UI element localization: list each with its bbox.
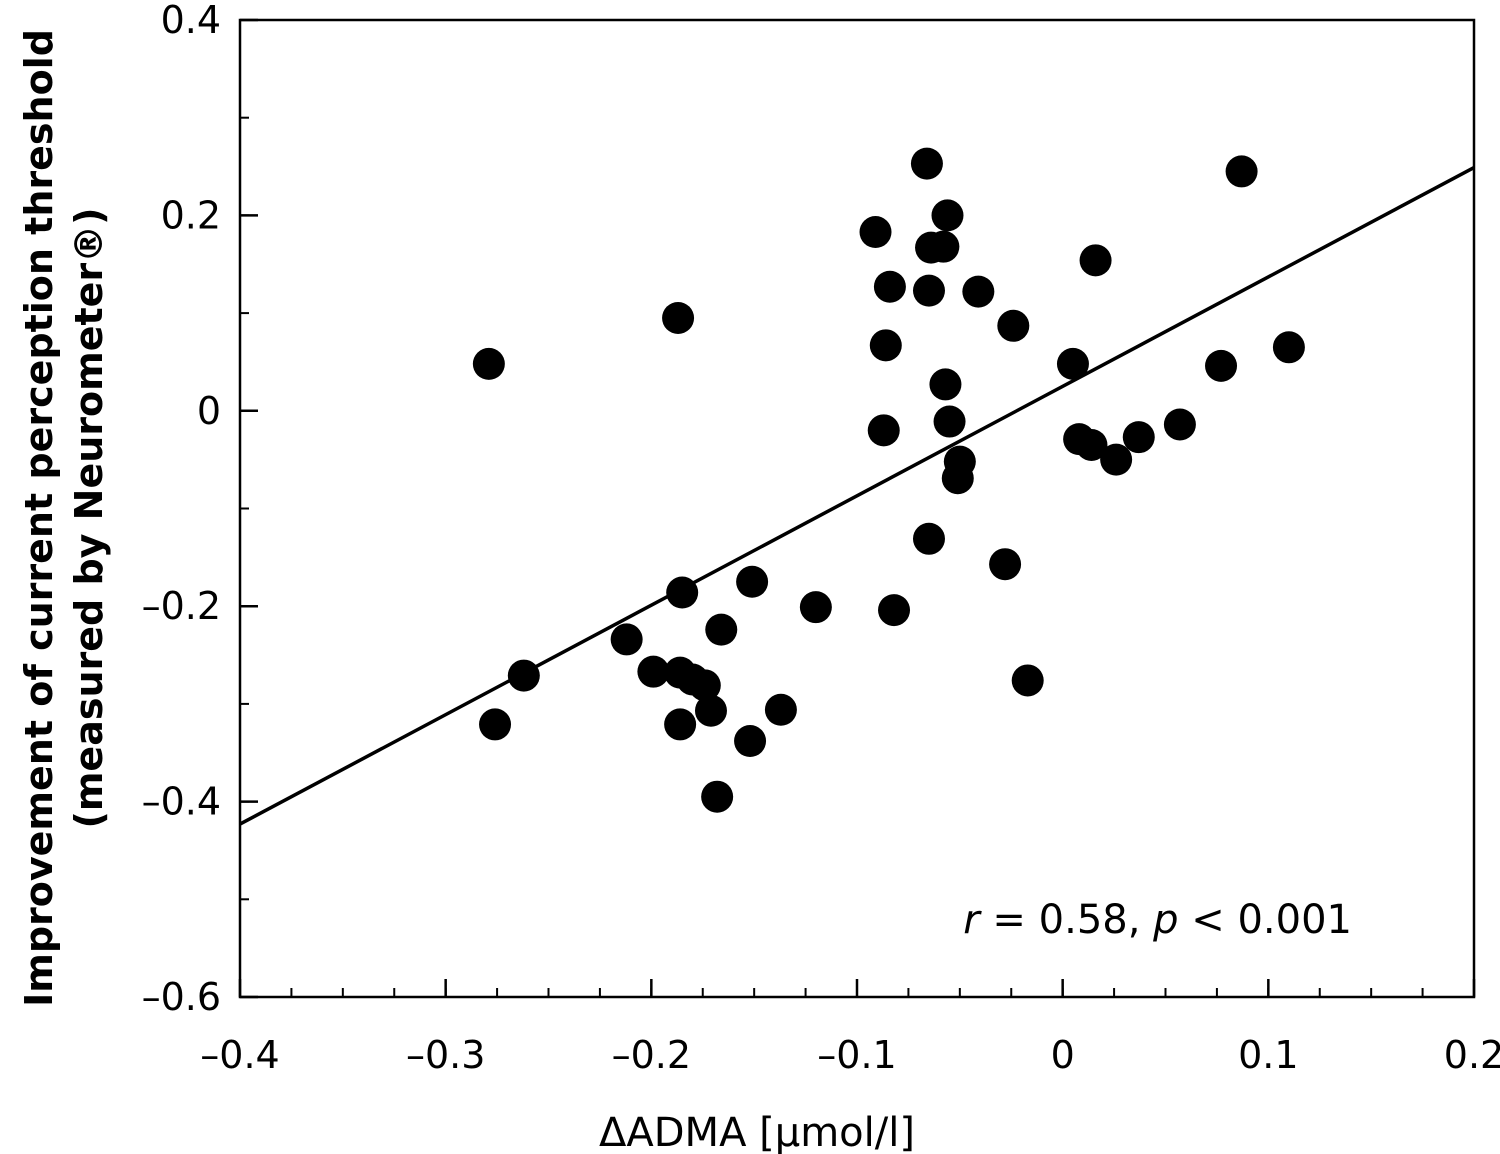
data-point [688, 669, 721, 702]
data-point [859, 216, 892, 249]
x-tick-label: –0.3 [406, 1033, 485, 1077]
major-ticks [238, 18, 1476, 999]
data-point [1163, 408, 1196, 441]
data-point [878, 594, 911, 627]
data-point [694, 694, 727, 727]
x-tick-label: 0.1 [1238, 1033, 1298, 1077]
y-tick-label: –0.2 [142, 584, 221, 628]
data-point [479, 708, 512, 741]
data-point [943, 445, 976, 478]
data-point [931, 199, 964, 232]
regression-line-group [239, 165, 1475, 826]
y-axis-title-line1: Improvement of current perception thresh… [17, 29, 61, 1007]
y-tick-label: –0.6 [142, 975, 221, 1019]
data-point [701, 780, 734, 813]
data-point [927, 230, 960, 263]
data-point [1056, 347, 1089, 380]
data-point [507, 659, 540, 692]
data-point [1122, 421, 1155, 454]
data-point [610, 623, 643, 656]
x-tick-label: –0.1 [817, 1033, 896, 1077]
data-point [1225, 155, 1258, 188]
data-point [799, 591, 832, 624]
regression-line [239, 165, 1475, 826]
p-value: < 0.001 [1179, 897, 1352, 943]
data-point [867, 414, 900, 447]
p-symbol: p [1152, 897, 1178, 943]
data-point [962, 275, 995, 308]
data-point [666, 576, 699, 609]
data-point [873, 270, 906, 303]
data-point [764, 693, 797, 726]
data-points [472, 147, 1305, 813]
data-point [933, 405, 966, 438]
y-tick-label: 0.2 [161, 193, 221, 237]
data-point [734, 725, 767, 758]
data-point [662, 301, 695, 334]
data-point [997, 309, 1030, 342]
data-point [912, 274, 945, 307]
data-point [1272, 331, 1305, 364]
data-point [664, 708, 697, 741]
r-symbol: r [963, 897, 982, 943]
y-tick-label: 0 [197, 389, 221, 433]
x-axis-title: ΔADMA [µmol/l] [599, 1110, 915, 1154]
data-point [912, 522, 945, 555]
data-point [1100, 443, 1133, 476]
data-point [869, 329, 902, 362]
data-point [1011, 664, 1044, 697]
correlation-annotation: r = 0.58, p < 0.001 [963, 897, 1352, 943]
data-point [929, 368, 962, 401]
minor-ticks [239, 19, 1475, 998]
data-point [910, 147, 943, 180]
x-tick-label: –0.4 [200, 1033, 279, 1077]
data-point [989, 548, 1022, 581]
data-point [472, 347, 505, 380]
tick-labels: –0.4 –0.3 –0.2 –0.1 0 0.1 0.2 –0.6 –0.4 –0.2 0 0.2 0… [142, 0, 1500, 1077]
x-tick-label: 0.2 [1444, 1033, 1500, 1077]
y-tick-label: –0.4 [142, 780, 221, 824]
x-tick-label: 0 [1051, 1033, 1075, 1077]
r-value: = 0.58, [980, 897, 1153, 943]
data-point [736, 565, 769, 598]
y-axis-title-line2: (measured by Neurometer®) [67, 207, 111, 828]
y-tick-label: 0.4 [161, 0, 221, 42]
data-point [705, 613, 738, 646]
data-point [1205, 349, 1238, 382]
data-point [1079, 244, 1112, 277]
data-point [1075, 428, 1108, 461]
x-tick-label: –0.2 [612, 1033, 691, 1077]
plot-frame [238, 18, 1476, 999]
data-point [637, 655, 670, 688]
